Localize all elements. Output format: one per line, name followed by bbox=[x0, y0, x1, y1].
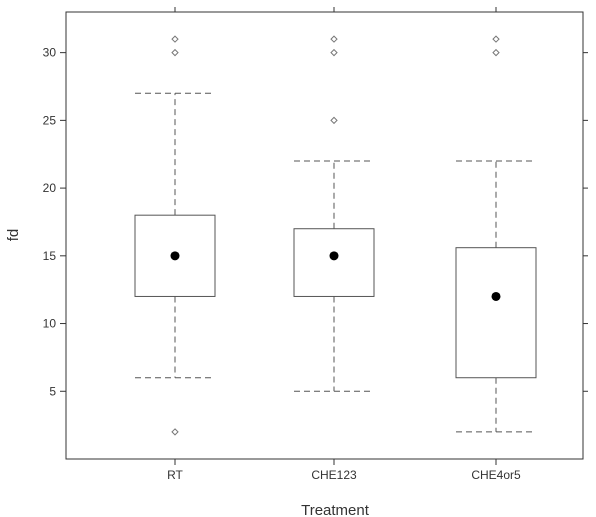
iqr-box bbox=[293, 228, 375, 297]
outlier-point bbox=[171, 48, 179, 57]
x-tick-label: CHE4or5 bbox=[471, 468, 521, 482]
box-CHE4or5 bbox=[455, 35, 537, 433]
plot-frame bbox=[65, 11, 584, 460]
outlier-point bbox=[171, 35, 179, 43]
x-axis: RT CHE123 CHE4or5 bbox=[167, 7, 521, 482]
x-tick-label: RT bbox=[167, 468, 183, 482]
outlier-point bbox=[330, 35, 338, 43]
iqr-box bbox=[455, 247, 537, 379]
outlier-point bbox=[330, 116, 338, 125]
outlier-point bbox=[492, 35, 500, 43]
median-dot bbox=[170, 251, 180, 261]
outlier-point bbox=[171, 428, 179, 436]
outlier-point bbox=[492, 48, 500, 57]
median-dot bbox=[491, 291, 501, 301]
x-tick-label: CHE123 bbox=[311, 468, 357, 482]
box-series bbox=[134, 35, 537, 436]
y-axis-title: fd bbox=[5, 229, 22, 242]
y-axis: 5 10 15 20 25 30 bbox=[43, 46, 588, 398]
y-tick-label: 20 bbox=[43, 181, 57, 195]
x-axis-title: Treatment bbox=[301, 502, 370, 517]
box-RT bbox=[134, 35, 216, 436]
y-tick-label: 15 bbox=[43, 249, 57, 263]
y-tick-label: 5 bbox=[49, 384, 56, 398]
y-tick-label: 10 bbox=[43, 317, 57, 331]
y-tick-label: 30 bbox=[43, 46, 57, 60]
outlier-point bbox=[330, 48, 338, 57]
y-tick-label: 25 bbox=[43, 113, 57, 127]
box-CHE123 bbox=[293, 35, 375, 392]
median-dot bbox=[329, 251, 339, 261]
